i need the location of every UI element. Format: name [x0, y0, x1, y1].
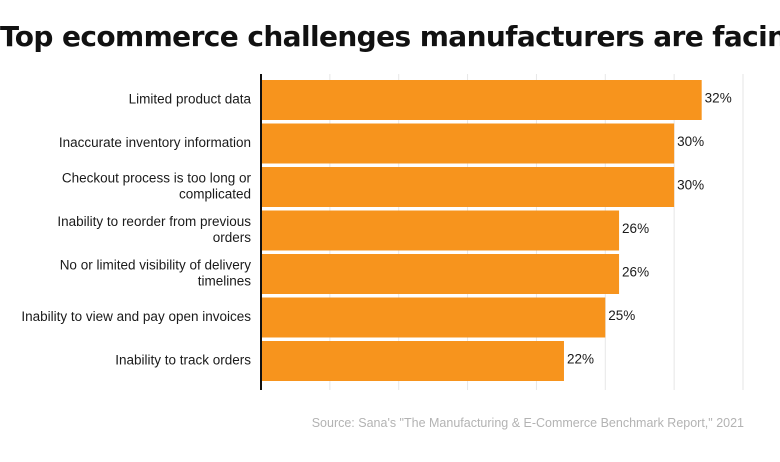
- value-label: 26%: [622, 265, 649, 280]
- category-label: Inability to reorder from previous orders: [57, 214, 251, 245]
- category-label: Inability to view and pay open invoices: [21, 309, 251, 324]
- value-label: 30%: [677, 178, 704, 193]
- bars: [261, 80, 702, 381]
- bar: [261, 254, 620, 294]
- value-label: 22%: [567, 352, 594, 367]
- value-labels: 32% 30% 30% 26% 26% 25% 22%: [567, 91, 732, 367]
- value-label: 26%: [622, 221, 649, 236]
- bar: [261, 341, 564, 381]
- source-note: Source: Sana's "The Manufacturing & E-Co…: [311, 416, 744, 430]
- bar: [261, 167, 675, 207]
- bar: [261, 123, 675, 164]
- category-label: Inaccurate inventory information: [59, 135, 251, 150]
- bar: [261, 210, 620, 251]
- chart-title: Top ecommerce challenges manufacturers a…: [0, 20, 780, 53]
- category-label: Inability to track orders: [115, 353, 251, 368]
- value-label: 30%: [677, 134, 704, 149]
- value-label: 32%: [705, 91, 732, 106]
- category-label: Checkout process is too long or complicat…: [62, 171, 252, 202]
- category-label: Limited product data: [129, 92, 252, 107]
- bar: [261, 80, 702, 120]
- category-labels: Limited product data Inaccurate inventory…: [21, 92, 251, 368]
- bar: [261, 297, 606, 338]
- category-label: No or limited visibility of delivery time…: [60, 258, 252, 289]
- value-label: 25%: [608, 308, 635, 323]
